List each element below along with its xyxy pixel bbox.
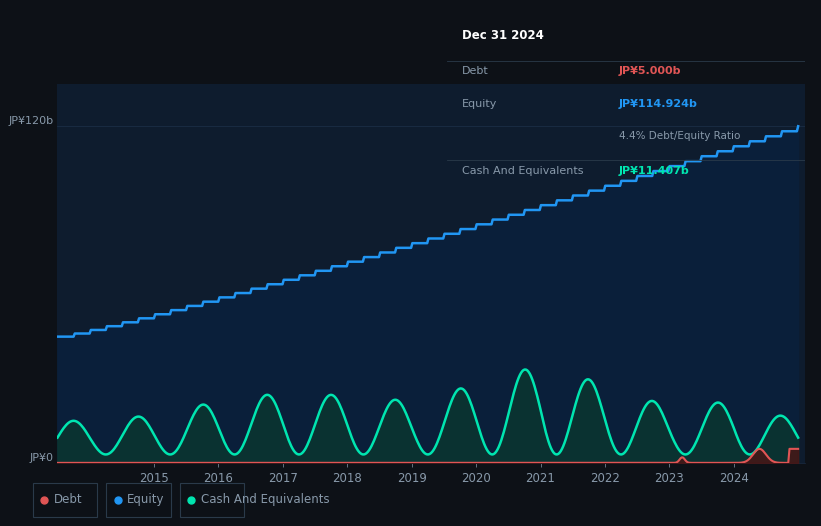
Text: JP¥114.924b: JP¥114.924b bbox=[619, 99, 698, 109]
Text: Cash And Equivalents: Cash And Equivalents bbox=[461, 166, 583, 176]
FancyBboxPatch shape bbox=[107, 483, 171, 517]
Text: Equity: Equity bbox=[127, 493, 164, 506]
FancyBboxPatch shape bbox=[180, 483, 245, 517]
FancyBboxPatch shape bbox=[33, 483, 97, 517]
Text: Dec 31 2024: Dec 31 2024 bbox=[461, 29, 544, 43]
Text: Equity: Equity bbox=[461, 99, 497, 109]
Text: Debt: Debt bbox=[53, 493, 82, 506]
Text: JP¥11.407b: JP¥11.407b bbox=[619, 166, 690, 176]
Text: JP¥120b: JP¥120b bbox=[8, 116, 53, 126]
Text: Debt: Debt bbox=[461, 66, 488, 76]
Text: JP¥5.000b: JP¥5.000b bbox=[619, 66, 681, 76]
Text: Cash And Equivalents: Cash And Equivalents bbox=[200, 493, 329, 506]
Text: 4.4% Debt/Equity Ratio: 4.4% Debt/Equity Ratio bbox=[619, 131, 741, 141]
Text: JP¥0: JP¥0 bbox=[30, 453, 53, 463]
